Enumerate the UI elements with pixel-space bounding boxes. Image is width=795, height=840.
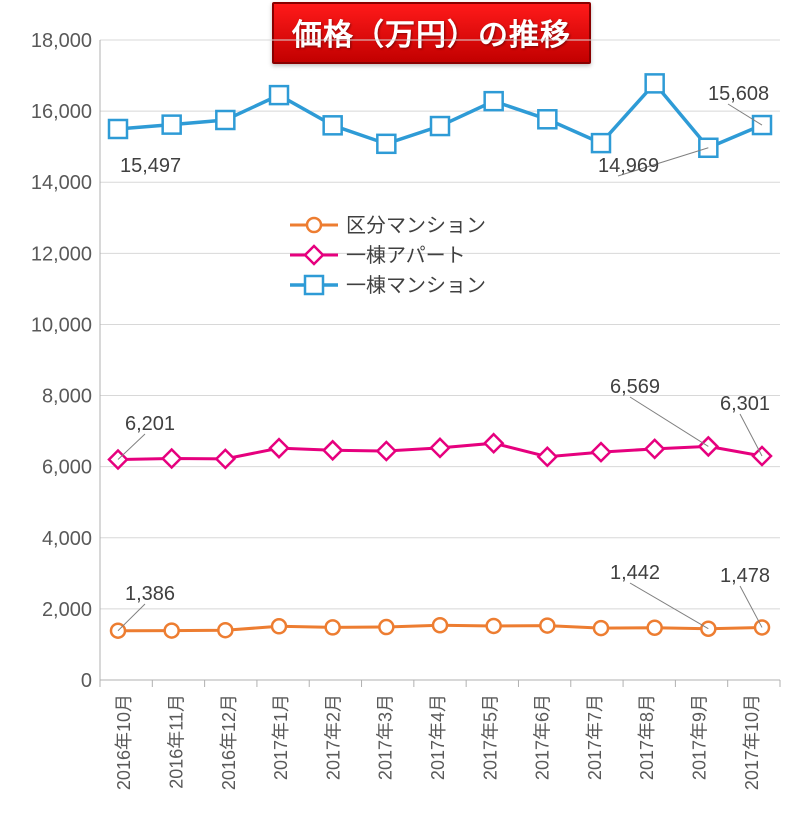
svg-text:2017年1月: 2017年1月 <box>271 694 291 780</box>
svg-text:6,569: 6,569 <box>610 376 660 398</box>
svg-text:6,000: 6,000 <box>42 457 92 479</box>
svg-text:一棟アパート: 一棟アパート <box>346 244 466 267</box>
price-trend-chart: 価格（万円）の推移 02,0004,0006,0008,00010,00012,… <box>0 0 795 840</box>
svg-text:2017年8月: 2017年8月 <box>637 694 657 780</box>
svg-text:2017年5月: 2017年5月 <box>480 694 500 780</box>
svg-text:6,301: 6,301 <box>720 393 770 415</box>
svg-text:10,000: 10,000 <box>31 314 92 336</box>
svg-text:一棟マンション: 一棟マンション <box>346 274 486 297</box>
svg-text:1,442: 1,442 <box>610 562 660 584</box>
svg-text:12,000: 12,000 <box>31 243 92 265</box>
svg-text:1,478: 1,478 <box>720 565 770 587</box>
svg-text:2,000: 2,000 <box>42 599 92 621</box>
svg-text:2017年6月: 2017年6月 <box>533 694 553 780</box>
svg-text:8,000: 8,000 <box>42 386 92 408</box>
svg-text:区分マンション: 区分マンション <box>346 214 486 237</box>
svg-text:6,201: 6,201 <box>125 413 175 435</box>
svg-text:2017年7月: 2017年7月 <box>585 694 605 780</box>
svg-text:14,969: 14,969 <box>598 155 659 177</box>
svg-text:2017年3月: 2017年3月 <box>376 694 396 780</box>
svg-text:2017年9月: 2017年9月 <box>690 694 710 780</box>
svg-text:4,000: 4,000 <box>42 528 92 550</box>
svg-text:2017年2月: 2017年2月 <box>323 694 343 780</box>
svg-text:2016年12月: 2016年12月 <box>219 694 239 790</box>
svg-text:18,000: 18,000 <box>31 30 92 52</box>
svg-text:2016年10月: 2016年10月 <box>114 694 134 790</box>
svg-text:15,497: 15,497 <box>120 155 181 177</box>
svg-text:14,000: 14,000 <box>31 172 92 194</box>
svg-text:15,608: 15,608 <box>708 83 769 105</box>
svg-text:16,000: 16,000 <box>31 101 92 123</box>
svg-text:2017年4月: 2017年4月 <box>428 694 448 780</box>
svg-text:1,386: 1,386 <box>125 583 175 605</box>
svg-text:2017年10月: 2017年10月 <box>742 694 762 790</box>
chart-canvas: 0 2,000 4,000 6,000 8,000 10,000 12,000 14,000 1… <box>0 0 795 840</box>
svg-text:0: 0 <box>81 670 92 692</box>
svg-text:2016年11月: 2016年11月 <box>166 694 186 789</box>
